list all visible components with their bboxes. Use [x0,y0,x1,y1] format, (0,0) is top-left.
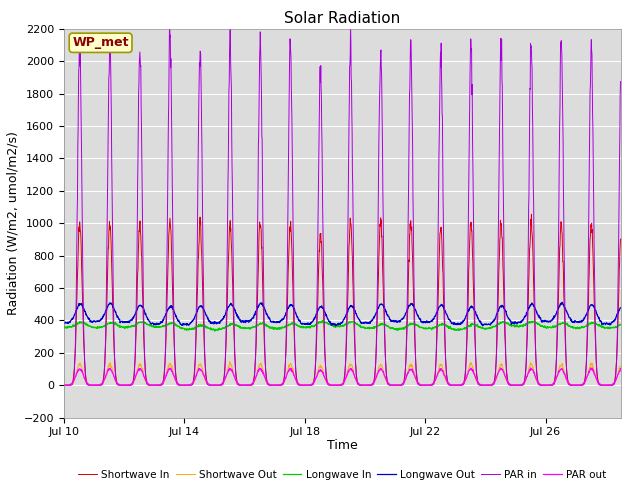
PAR in [129,381,136,387]
Legend: Shortwave In, Shortwave Out, Longwave In, Longwave Out, PAR in, PAR out: Shortwave In, Shortwave Out, Longwave In… [74,466,611,480]
PAR out [588,365,596,371]
PAR out [617,366,625,372]
Shortwave Out [226,359,234,364]
Title: Solar Radiation: Solar Radiation [284,11,401,26]
Shortwave Out [129,381,136,386]
Longwave In [602,325,609,331]
Shortwave Out [287,360,294,366]
PAR in [435,151,443,156]
Longwave Out [458,320,466,326]
Line: Longwave Out: Longwave Out [64,302,621,326]
Longwave In [574,325,582,331]
PAR out [601,382,609,388]
Line: Longwave In: Longwave In [64,321,621,331]
Longwave In [60,324,68,330]
Line: PAR out: PAR out [64,368,621,385]
Longwave In [617,322,625,327]
Text: WP_met: WP_met [72,36,129,49]
Shortwave In [435,274,442,280]
PAR out [573,382,581,388]
Shortwave Out [435,366,443,372]
PAR in [601,382,609,388]
Longwave Out [574,319,582,325]
Longwave In [287,322,294,328]
Longwave In [459,326,467,332]
Longwave Out [129,316,136,322]
Longwave Out [479,323,486,329]
Shortwave Out [459,382,467,387]
Shortwave In [129,380,136,385]
Longwave Out [60,320,68,325]
Longwave Out [286,303,294,309]
Shortwave In [286,228,294,234]
PAR in [617,79,625,84]
Shortwave In [617,236,625,242]
Line: PAR in: PAR in [64,18,621,385]
PAR in [574,382,582,388]
PAR out [286,365,294,371]
Line: Shortwave In: Shortwave In [64,214,621,385]
Shortwave Out [617,363,625,369]
Shortwave In [601,382,609,388]
Longwave Out [602,321,609,326]
Shortwave In [527,211,535,217]
PAR out [129,380,136,385]
PAR in [166,15,173,21]
Line: Shortwave Out: Shortwave Out [64,361,621,385]
Longwave Out [558,300,566,305]
X-axis label: Time: Time [327,439,358,452]
Longwave Out [435,305,442,311]
PAR in [60,382,68,388]
PAR out [60,382,68,388]
Y-axis label: Radiation (W/m2, umol/m2/s): Radiation (W/m2, umol/m2/s) [6,131,20,315]
Shortwave In [60,382,68,388]
PAR in [287,43,294,48]
PAR in [459,382,467,388]
Shortwave Out [601,382,609,388]
Shortwave In [574,382,582,388]
Longwave In [319,318,326,324]
Shortwave Out [574,382,582,388]
Longwave Out [617,305,625,311]
PAR out [458,381,466,387]
Longwave In [129,324,136,329]
PAR out [435,369,442,375]
Shortwave In [458,382,466,388]
Longwave In [435,322,443,328]
Longwave In [211,328,219,334]
Shortwave Out [60,382,68,388]
